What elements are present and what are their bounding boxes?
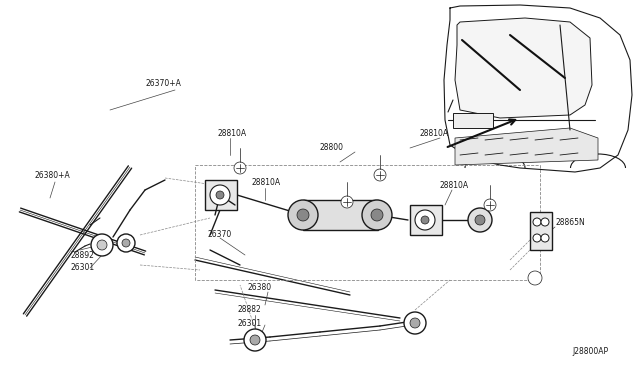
Text: 26301: 26301	[70, 263, 94, 273]
Circle shape	[244, 329, 266, 351]
Polygon shape	[455, 128, 598, 165]
Text: 26370+A: 26370+A	[145, 78, 181, 87]
Circle shape	[371, 209, 383, 221]
Circle shape	[91, 234, 113, 256]
Text: 26380: 26380	[248, 282, 272, 292]
Circle shape	[297, 209, 309, 221]
Text: 26301: 26301	[238, 318, 262, 327]
Bar	[205, 180, 237, 210]
Circle shape	[404, 312, 426, 334]
Circle shape	[234, 162, 246, 174]
Circle shape	[415, 210, 435, 230]
Circle shape	[216, 191, 224, 199]
Circle shape	[362, 200, 392, 230]
Circle shape	[421, 216, 429, 224]
Text: 28800: 28800	[320, 142, 344, 151]
Circle shape	[122, 239, 130, 247]
Text: 28882: 28882	[238, 305, 262, 314]
Circle shape	[533, 218, 541, 226]
Text: 28810A: 28810A	[218, 128, 247, 138]
Circle shape	[288, 200, 318, 230]
Bar	[303, 200, 378, 230]
Polygon shape	[455, 18, 592, 118]
Bar	[410, 205, 442, 235]
Text: 28810A: 28810A	[252, 177, 281, 186]
Text: 26380+A: 26380+A	[34, 170, 70, 180]
Circle shape	[533, 234, 541, 242]
Text: 26370: 26370	[208, 230, 232, 238]
Circle shape	[541, 234, 549, 242]
Circle shape	[410, 318, 420, 328]
Circle shape	[97, 240, 107, 250]
Text: 28892: 28892	[70, 250, 94, 260]
Circle shape	[210, 185, 230, 205]
Text: 28810A: 28810A	[420, 128, 449, 138]
Circle shape	[541, 218, 549, 226]
Circle shape	[117, 234, 135, 252]
Circle shape	[341, 196, 353, 208]
Text: 28810A: 28810A	[440, 180, 469, 189]
Circle shape	[468, 208, 492, 232]
Circle shape	[374, 169, 386, 181]
Circle shape	[250, 335, 260, 345]
Text: 28865N: 28865N	[556, 218, 586, 227]
Circle shape	[475, 215, 485, 225]
Bar	[453, 113, 493, 128]
Circle shape	[528, 271, 542, 285]
Text: J28800AP: J28800AP	[572, 347, 608, 356]
Circle shape	[484, 199, 496, 211]
Bar	[530, 212, 552, 250]
